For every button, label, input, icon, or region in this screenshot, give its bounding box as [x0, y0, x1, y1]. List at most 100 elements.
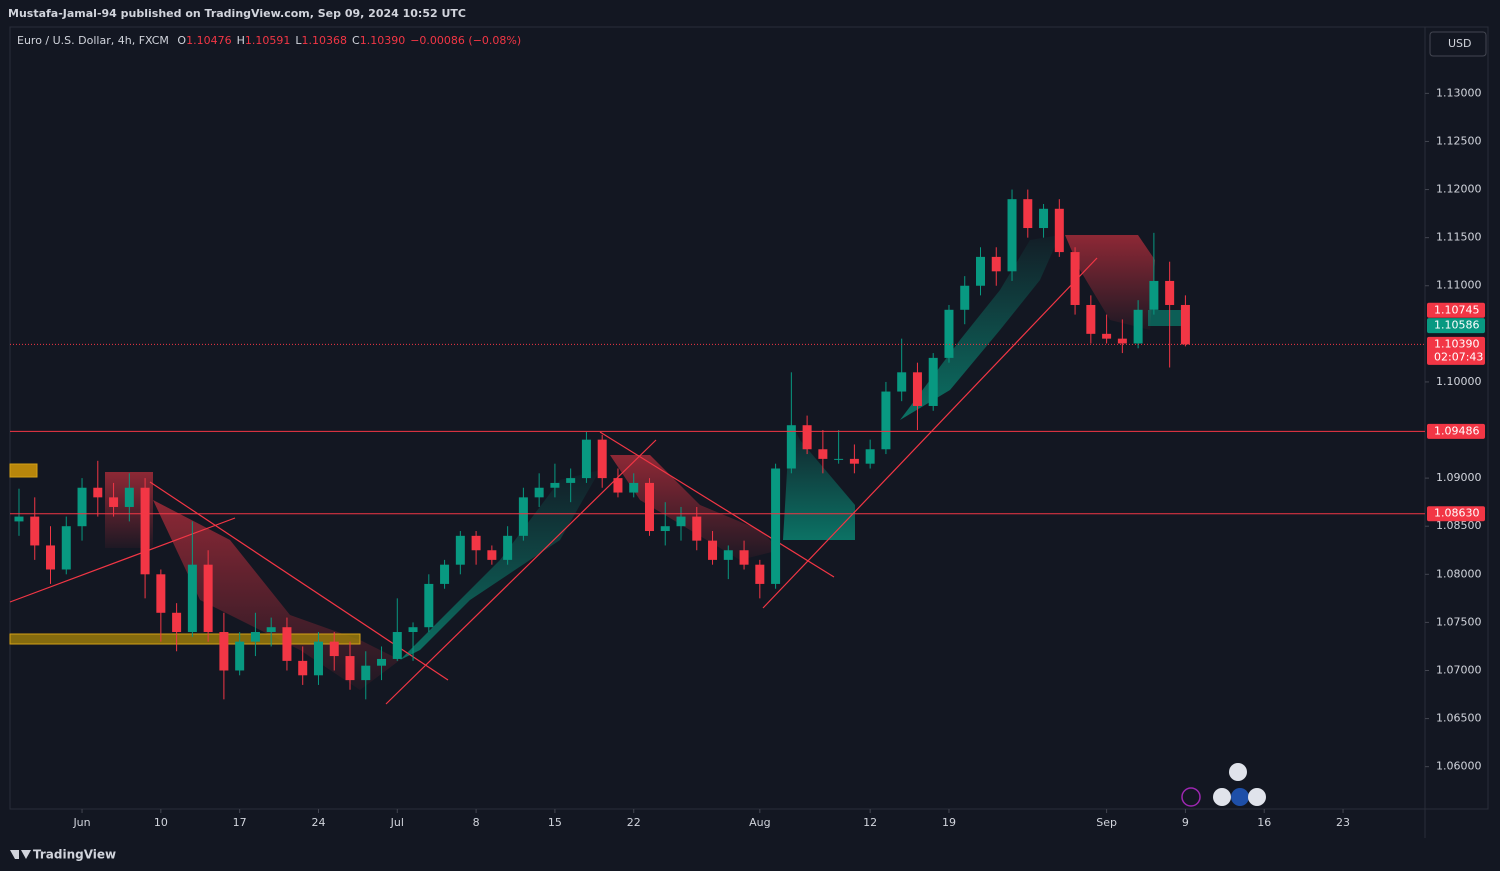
candle-body — [944, 309, 954, 358]
currency[interactable]: USD — [1448, 37, 1472, 50]
x-tick-label: 24 — [311, 816, 325, 829]
symbol-legend: Euro / U.S. Dollar, 4h, FXCM O1.10476 H1.… — [17, 34, 521, 47]
candle-body — [1117, 338, 1127, 344]
x-tick-label: 10 — [154, 816, 168, 829]
candle-body — [1180, 304, 1190, 345]
candle-body — [219, 632, 229, 671]
candle-body — [613, 478, 623, 493]
price-label: 1.10586 — [1434, 319, 1480, 332]
ohlc-key: C — [352, 34, 360, 47]
pane — [9, 26, 1489, 810]
y-tick-label: 1.12500 — [1436, 134, 1482, 147]
candle-body — [676, 516, 686, 527]
candle-body — [46, 545, 56, 570]
symbol: Euro / U.S. Dollar, 4h, FXCM — [17, 34, 169, 47]
candle-body — [692, 516, 702, 541]
candle-body — [802, 425, 812, 450]
ohlc-value: 1.10591 — [244, 34, 291, 47]
y-tick-label: 1.13000 — [1436, 86, 1482, 99]
y-tick-label: 1.12000 — [1436, 183, 1482, 196]
x-tick-label: 19 — [942, 816, 956, 829]
candle-body — [771, 468, 781, 584]
candle-body — [739, 550, 749, 565]
candle-body — [187, 564, 197, 633]
ohlc-value: 1.10476 — [186, 34, 232, 47]
zone — [9, 633, 361, 645]
change: −0.00086 (−0.08%) — [410, 34, 522, 47]
ohlc-key: L — [295, 34, 302, 47]
candle-body — [503, 535, 513, 560]
candle-body — [93, 487, 103, 498]
candle-body — [534, 487, 544, 498]
candle-body — [203, 564, 213, 633]
y-tick-label: 1.08500 — [1436, 519, 1482, 532]
countdown: 02:07:43 — [1434, 350, 1483, 363]
x-tick-label: 17 — [233, 816, 247, 829]
candle-body — [597, 439, 607, 479]
candle-body — [1165, 280, 1175, 305]
price-lines — [10, 343, 1425, 515]
y-tick-label: 1.10000 — [1436, 375, 1482, 388]
candle-body — [124, 487, 134, 507]
candle-body — [518, 497, 528, 536]
candle-body — [14, 516, 24, 522]
x-tick-label: 9 — [1182, 816, 1189, 829]
candle-body — [708, 540, 718, 560]
price-badge — [1427, 336, 1485, 365]
brand-logo — [10, 850, 31, 859]
candle-body — [660, 526, 670, 532]
x-tick-label: Jul — [390, 816, 404, 829]
candle-body — [881, 391, 891, 450]
y-tick-label: 1.06000 — [1436, 760, 1482, 773]
candle-body — [865, 449, 875, 464]
x-tick-label: 8 — [473, 816, 480, 829]
candle-body — [912, 372, 922, 406]
x-tick-label: 23 — [1336, 816, 1350, 829]
x-tick-label: Jun — [72, 816, 90, 829]
price-badge — [1427, 506, 1485, 522]
candle-body — [644, 482, 654, 532]
y-tick-label: 1.07000 — [1436, 663, 1482, 676]
price-badge — [1427, 318, 1485, 334]
price-label: 1.10390 — [1434, 337, 1480, 350]
candle-body — [755, 564, 765, 584]
candle-body — [172, 612, 182, 633]
price-label: 1.09486 — [1434, 424, 1480, 437]
brand: TradingView — [33, 848, 116, 862]
candle-body — [1023, 199, 1033, 229]
candle-body — [1054, 208, 1064, 253]
candle-body — [440, 564, 450, 584]
candle-body — [550, 482, 560, 488]
candle-body — [818, 449, 828, 459]
candle-body — [408, 627, 418, 633]
x-tick-label: 22 — [627, 816, 641, 829]
candle-body — [61, 526, 71, 570]
candle-body — [834, 458, 844, 460]
candle-body — [298, 660, 308, 676]
candle-body — [566, 478, 576, 483]
candle-body — [345, 656, 355, 681]
candle-body — [109, 497, 119, 507]
ohlc-value: 1.10368 — [301, 34, 348, 47]
candle-body — [975, 256, 985, 286]
candle-body — [1070, 252, 1080, 305]
candle-body — [377, 658, 387, 666]
candle-body — [629, 482, 639, 493]
candle-body — [455, 535, 465, 565]
candle-body — [1133, 309, 1143, 344]
candle-body — [897, 372, 907, 392]
currency-button[interactable] — [1429, 31, 1487, 57]
y-tick-label: 1.11000 — [1436, 279, 1482, 292]
published-line: Mustafa-Jamal-94 published on TradingVie… — [8, 7, 466, 20]
x-tick-label: 12 — [863, 816, 877, 829]
x-tick-label: Aug — [749, 816, 770, 829]
y-tick-label: 1.09000 — [1436, 471, 1482, 484]
y-tick-label: 1.08000 — [1436, 567, 1482, 580]
candles — [14, 189, 1190, 700]
candle-body — [1086, 304, 1096, 334]
price-label: 1.10745 — [1434, 303, 1480, 316]
candle-body — [361, 665, 371, 681]
candle-body — [849, 458, 859, 464]
